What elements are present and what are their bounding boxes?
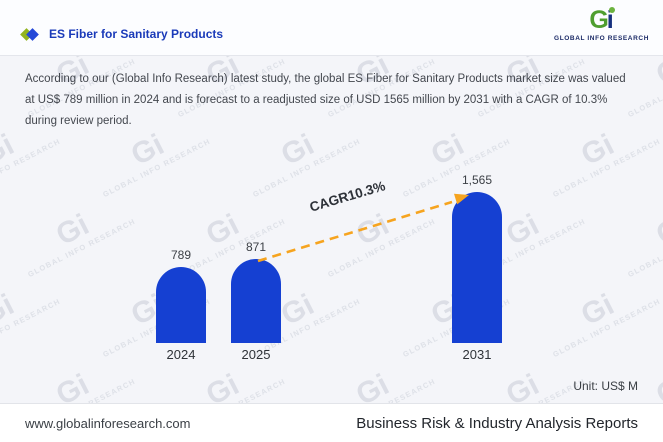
bar-group-2025: 871 2025: [231, 240, 281, 362]
summary-text: According to our (Global Info Research) …: [25, 73, 626, 127]
bar-value-label: 789: [170, 248, 192, 262]
bar-group-2031: 1,565 2031: [452, 173, 502, 362]
bar-chart: 789 2024 871 2025 1,565 2031 CAGR10.3% U…: [0, 140, 663, 403]
bar-2031: [452, 192, 502, 343]
x-axis-tick: 2024: [166, 347, 196, 362]
gi-logo-icon: Gi: [589, 6, 615, 34]
cagr-annotation: CAGR10.3%: [307, 178, 387, 215]
bar-value-label: 871: [245, 240, 267, 254]
bar-value-label: 1,565: [461, 173, 493, 187]
header: ES Fiber for Sanitary Products Gi GLOBAL…: [0, 0, 663, 56]
x-axis-tick: 2031: [462, 347, 492, 362]
bar-2024: [156, 267, 206, 343]
bar-group-2024: 789 2024: [156, 248, 206, 362]
x-axis-tick: 2025: [241, 347, 271, 362]
unit-label: Unit: US$ M: [573, 379, 638, 393]
footer-tagline: Business Risk & Industry Analysis Report…: [356, 414, 638, 432]
brand-name: GLOBAL INFO RESEARCH: [554, 35, 649, 42]
brand-logo: Gi GLOBAL INFO RESEARCH: [554, 6, 649, 42]
cagr-trend-arrow: [257, 193, 469, 263]
summary-section: According to our (Global Info Research) …: [0, 57, 663, 140]
footer-website-link[interactable]: www.globalinforesearch.com: [25, 415, 191, 431]
page-title: ES Fiber for Sanitary Products: [49, 27, 224, 41]
title-block: ES Fiber for Sanitary Products: [20, 27, 224, 41]
footer: www.globalinforesearch.com Business Risk…: [0, 403, 663, 442]
bar-2025: [231, 259, 281, 343]
gi-logo-g: G: [589, 6, 609, 34]
gi-logo-dot: [608, 7, 615, 13]
gi-logo-i: i: [606, 6, 615, 34]
